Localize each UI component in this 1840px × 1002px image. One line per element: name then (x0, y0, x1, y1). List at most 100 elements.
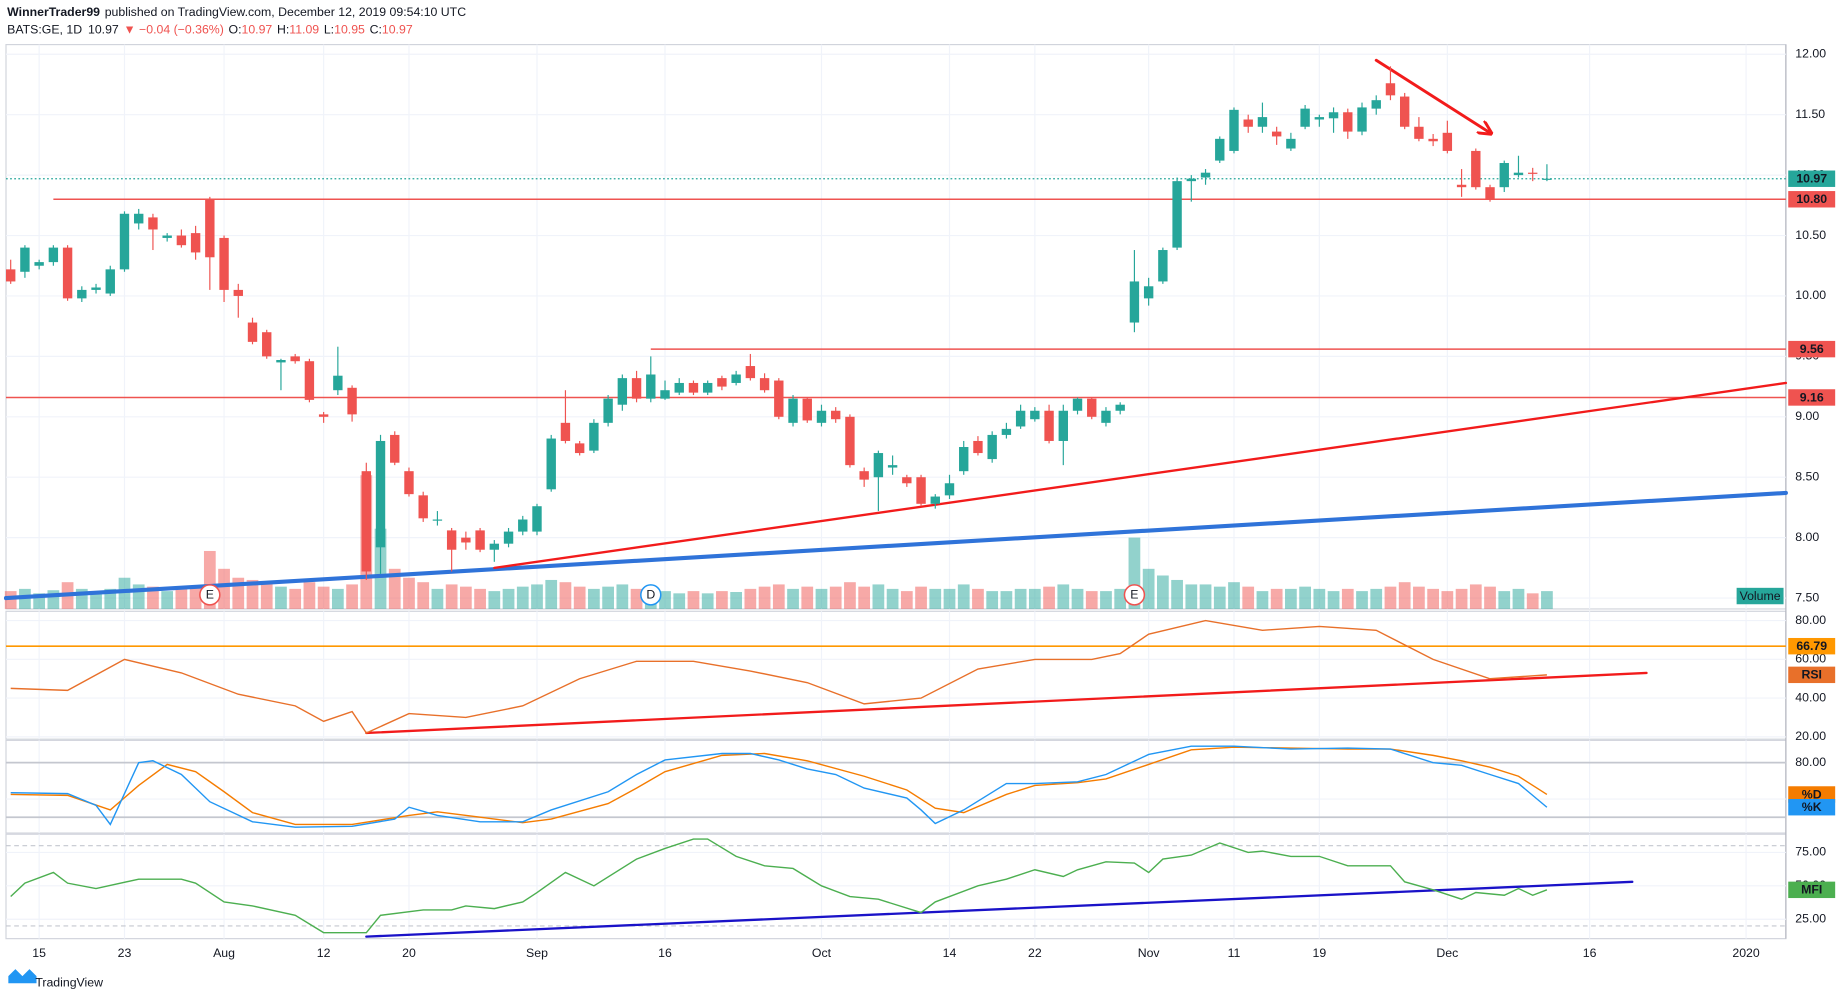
header-line-1: WinnerTrader99 published on TradingView.c… (7, 5, 466, 19)
candle-body (1044, 410, 1054, 441)
volume-bar (815, 588, 828, 609)
level-label: 10.97 (1796, 172, 1827, 186)
candle-body (1499, 163, 1509, 188)
volume-bar (872, 584, 885, 609)
candle-body (745, 366, 756, 379)
y-tick-label: 80.00 (1795, 613, 1826, 627)
candle-body (361, 471, 371, 572)
volume-bar (346, 584, 358, 609)
y-tick-label: 80.00 (1795, 755, 1826, 769)
candle-body (318, 414, 329, 417)
volume-bar (1028, 588, 1041, 609)
volume-bar (1469, 584, 1482, 609)
candle-body (717, 378, 727, 387)
level-label-bg (1788, 340, 1836, 358)
volume-bar (673, 593, 686, 609)
candle-body (375, 440, 386, 548)
volume-bar (1299, 586, 1311, 609)
candle-body (788, 398, 798, 423)
x-tick-label: 16 (1583, 946, 1597, 960)
candle-body (1001, 428, 1012, 435)
candle-body (333, 375, 343, 391)
y-tick-label: 60.00 (1795, 652, 1826, 666)
candle-body (688, 382, 699, 393)
volume-bar (218, 568, 230, 609)
candle-body (1286, 138, 1296, 149)
candle-body (631, 378, 642, 399)
trend-line (3, 490, 1788, 601)
candle-body (1215, 138, 1225, 161)
y-tick-label: 8.00 (1795, 530, 1819, 544)
volume-bar (1114, 588, 1127, 609)
volume-bar (1398, 582, 1411, 609)
candle-body (1200, 172, 1211, 178)
close-label: C: (370, 23, 382, 37)
volume-bar (1057, 584, 1070, 609)
candle-body (219, 237, 229, 290)
series-label: %D (1802, 787, 1822, 801)
candle-body (1015, 410, 1026, 427)
candle-body (262, 332, 272, 357)
candle-body (1257, 117, 1268, 127)
candle-body (902, 477, 912, 484)
candle-body (1129, 281, 1140, 323)
candle-body (646, 374, 656, 399)
candle-body (574, 443, 585, 454)
header-line-2: BATS:GE, 1D 10.97 ▼ −0.04 (−0.36%) O:10.97 H… (7, 23, 413, 37)
volume-bar (1327, 591, 1340, 609)
candle-body (34, 262, 44, 266)
volume-bar (246, 579, 259, 609)
x-tick-label: Sep (526, 946, 548, 960)
x-tick-label: 23 (118, 946, 132, 960)
candle-body (489, 543, 500, 550)
volume-bar (275, 586, 287, 609)
volume-bar (787, 588, 799, 609)
candle-body (1087, 398, 1097, 417)
candle-body (1471, 150, 1481, 188)
candle-body (816, 410, 827, 423)
candle-body (233, 289, 243, 296)
volume-bar (1441, 591, 1454, 609)
candle-body (105, 269, 115, 294)
event-label: E (1130, 588, 1138, 602)
volume-bar (1256, 591, 1269, 609)
volume-bar (801, 586, 814, 609)
candle-body (859, 471, 869, 480)
level-label-bg (1788, 170, 1836, 187)
candle-body (674, 382, 684, 393)
volume-bar (75, 588, 88, 609)
volume-bar (1071, 588, 1084, 609)
candle-body (944, 483, 955, 496)
volume-bar (1014, 588, 1027, 609)
candle-body (518, 519, 528, 532)
volume-bar (1356, 591, 1368, 609)
x-tick-label: 22 (1028, 946, 1042, 960)
x-tick-label: 16 (658, 946, 672, 960)
volume-bar (915, 586, 927, 609)
candle-body (660, 390, 670, 399)
volume-bar (829, 586, 842, 609)
x-tick-label: 14 (943, 946, 957, 960)
candle-body (702, 382, 713, 393)
volume-bar (1498, 591, 1511, 609)
volume-bar (132, 584, 145, 609)
candle-body (1343, 112, 1353, 132)
volume-bar (33, 593, 46, 609)
x-tick-label: 2020 (1732, 946, 1760, 960)
candle-body (1243, 119, 1253, 127)
volume-bar (118, 577, 131, 609)
candle-body (845, 416, 855, 466)
candle-body (1428, 138, 1438, 142)
candle-body (347, 387, 357, 415)
candle-body (731, 374, 741, 383)
y-tick-label: 20.00 (1795, 729, 1826, 743)
low-value: 10.95 (334, 23, 365, 37)
high-value: 11.09 (289, 23, 319, 37)
x-tick-label: Oct (812, 946, 832, 960)
indicator-line (10, 838, 1548, 934)
candle-body (1399, 96, 1410, 127)
event-marker (199, 584, 221, 606)
volume-bar (203, 550, 216, 609)
volume-bar (1242, 586, 1255, 609)
volume-bar (744, 588, 757, 609)
